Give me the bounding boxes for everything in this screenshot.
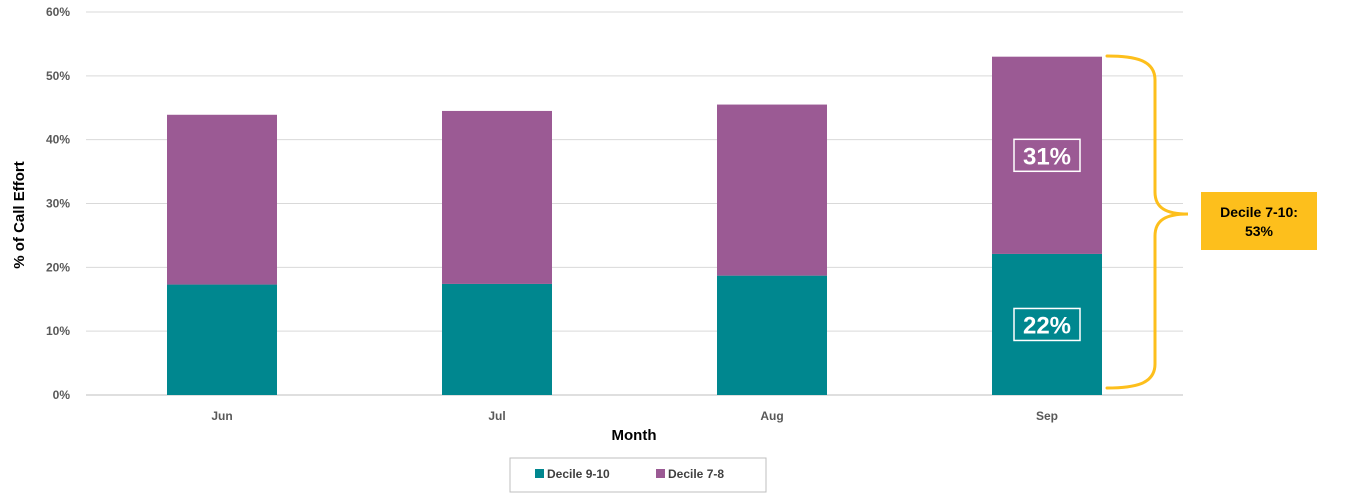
legend-box [509, 457, 767, 493]
y-tick-label: 10% [46, 324, 70, 338]
legend-swatch-decile-9-10 [535, 469, 544, 478]
y-tick-label: 50% [46, 69, 70, 83]
bar-aug-decile-9-10 [717, 275, 827, 395]
brace-bracket [1105, 54, 1189, 390]
y-axis-title: % of Call Effort [11, 161, 28, 269]
y-tick-label: 20% [46, 260, 70, 274]
bar-sep-decile-7-8 [992, 56, 1102, 254]
bar-jul-decile-9-10 [442, 283, 552, 395]
callout-box [1201, 192, 1317, 250]
legend-label-decile-9-10: Decile 9-10 [547, 467, 610, 481]
y-axis-ticks: 0% 10% 20% 30% 40% 50% 60% [46, 5, 70, 402]
legend-swatch-decile-7-8 [656, 469, 665, 478]
bar-label-box [1013, 138, 1081, 173]
x-axis-ticks: Jun Jul Aug Sep [211, 409, 1058, 423]
bar-value-label: 31% [1023, 143, 1071, 170]
bar-sep-decile-9-10 [992, 253, 1102, 395]
bar-labels: 31% 22% [1013, 138, 1081, 342]
x-tick-label: Aug [760, 409, 783, 423]
x-tick-label: Jun [211, 409, 232, 423]
bar-jun-decile-7-8 [167, 114, 277, 285]
legend: Decile 9-10 Decile 7-8 [509, 457, 767, 493]
x-tick-label: Sep [1036, 409, 1058, 423]
bar-jun-decile-9-10 [167, 284, 277, 395]
bar-jul-decile-7-8 [442, 110, 552, 284]
callout-line2: 53% [1245, 223, 1274, 239]
legend-label-decile-7-8: Decile 7-8 [668, 467, 724, 481]
y-tick-label: 40% [46, 133, 70, 147]
bar-label-box [1013, 307, 1081, 342]
brace-callout: Decile 7-10: 53% [1105, 54, 1317, 390]
x-tick-label: Jul [488, 409, 505, 423]
x-axis-title: Month [612, 427, 657, 444]
callout-line1: Decile 7-10: [1220, 204, 1298, 220]
y-tick-label: 30% [46, 197, 70, 211]
bar-aug-decile-7-8 [717, 104, 827, 276]
y-tick-label: 0% [53, 388, 71, 402]
bar-value-label: 22% [1023, 312, 1071, 339]
y-tick-label: 60% [46, 5, 70, 19]
bars [167, 56, 1102, 395]
